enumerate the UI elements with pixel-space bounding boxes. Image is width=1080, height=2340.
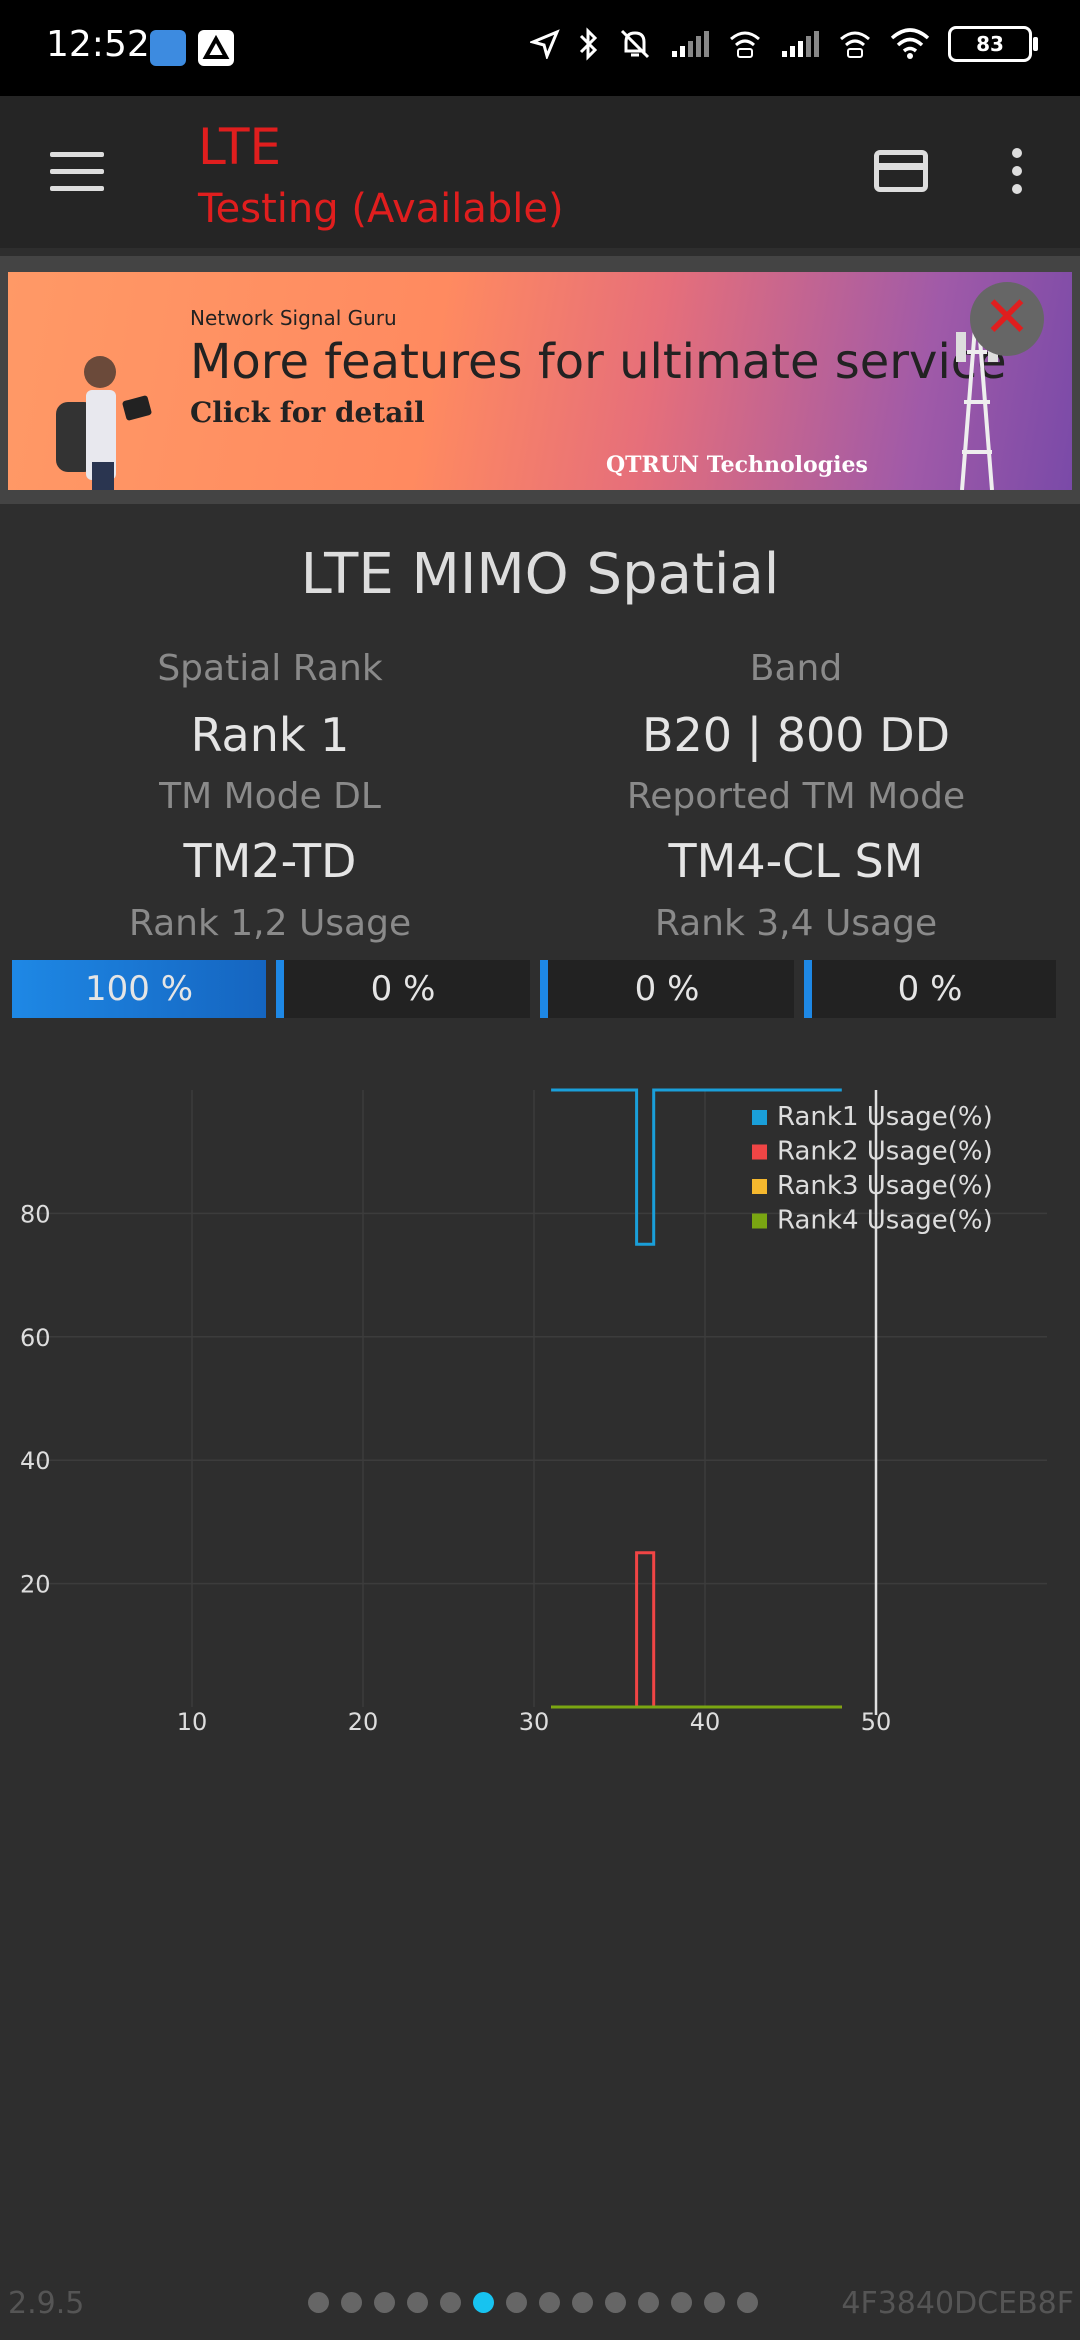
ad-headline: More features for ultimate service <box>190 334 1007 390</box>
y-tick-label: 80 <box>20 1200 51 1228</box>
tm-mode-dl-label: TM Mode DL <box>159 776 381 817</box>
reported-tm-label: Reported TM Mode <box>626 776 966 817</box>
app-version: 2.9.5 <box>8 2286 85 2321</box>
rank1-usage-fill <box>12 960 266 1018</box>
page-dot[interactable] <box>440 2292 461 2313</box>
close-ad-button[interactable]: ✕ <box>970 282 1044 356</box>
location-icon <box>530 29 560 59</box>
status-time: 12:52 <box>46 24 150 65</box>
rank34-usage-label: Rank 3,4 Usage <box>654 903 938 944</box>
status-bar: 12:52 83 <box>0 0 1080 96</box>
ad-banner[interactable]: Network Signal Guru More features for ul… <box>8 272 1072 490</box>
battery-indicator: 83 <box>948 26 1038 62</box>
rank4-usage-value: 0 % <box>897 969 963 1009</box>
page-dot[interactable] <box>539 2292 560 2313</box>
section-title: LTE MIMO Spatial <box>300 542 780 607</box>
chart-legend: Rank1 Usage(%) Rank2 Usage(%) Rank3 Usage(… <box>752 1102 993 1236</box>
person-tablet-image <box>56 356 152 490</box>
rank3-usage-value: 0 % <box>634 969 700 1009</box>
page-dot[interactable] <box>737 2292 758 2313</box>
app-title: LTE <box>198 118 282 176</box>
legend-swatch-3 <box>752 1179 767 1194</box>
legend-swatch-1 <box>752 1110 767 1125</box>
wifi-calling-icon-2 <box>840 31 870 58</box>
more-options-icon[interactable] <box>1012 148 1024 194</box>
x-tick-label: 30 <box>519 1708 550 1736</box>
rank4-usage-bar: 0 % <box>804 960 1056 1018</box>
app-bar: LTE Testing (Available) <box>0 96 1080 248</box>
status-icons: 83 <box>530 26 1038 62</box>
bluetooth-icon <box>579 27 598 61</box>
legend-label-3: Rank3 Usage(%) <box>777 1171 993 1201</box>
chart-series <box>551 1088 878 1715</box>
series-line-2 <box>551 1551 842 1709</box>
spatial-rank-value: Rank 1 <box>190 708 350 762</box>
card-icon[interactable] <box>874 150 928 192</box>
page-dot[interactable] <box>341 2292 362 2313</box>
app-launcher-icon <box>198 30 234 66</box>
hamburger-menu-icon[interactable] <box>50 152 104 192</box>
signal-app-icon <box>150 30 186 66</box>
signal-icon-2 <box>782 31 819 57</box>
rank2-usage-value: 0 % <box>370 969 436 1009</box>
ad-brand: Network Signal Guru <box>190 306 397 330</box>
band-value: B20 | 800 DD <box>641 708 951 762</box>
page-dot[interactable] <box>671 2292 692 2313</box>
page-dot[interactable] <box>704 2292 725 2313</box>
page-dot[interactable] <box>407 2292 428 2313</box>
x-tick-label: 20 <box>348 1708 379 1736</box>
legend-label-1: Rank1 Usage(%) <box>777 1102 993 1132</box>
mute-icon <box>620 29 650 59</box>
band-label: Band <box>749 648 843 689</box>
app-subtitle: Testing (Available) <box>198 186 564 232</box>
page-dot[interactable] <box>506 2292 527 2313</box>
reported-tm-value: TM4-CL SM <box>668 834 924 888</box>
ad-company: QTRUN Technologies <box>606 452 868 478</box>
y-tick-label: 40 <box>20 1447 51 1475</box>
page-dot[interactable] <box>572 2292 593 2313</box>
legend-label-2: Rank2 Usage(%) <box>777 1137 993 1167</box>
page-dot[interactable] <box>638 2292 659 2313</box>
y-tick-label: 20 <box>20 1571 51 1599</box>
series-line-1 <box>551 1088 842 1246</box>
rank2-usage-bar: 0 % <box>276 960 530 1018</box>
x-tick-label: 10 <box>177 1708 208 1736</box>
page-indicator[interactable] <box>308 2292 758 2313</box>
wifi-calling-icon-1 <box>730 31 760 58</box>
rank1-usage-bar: 100 % <box>12 960 266 1018</box>
rank1-usage-value: 100 % <box>84 969 193 1009</box>
page-dot[interactable] <box>473 2292 494 2313</box>
rank12-usage-label: Rank 1,2 Usage <box>128 903 412 944</box>
legend-swatch-2 <box>752 1144 767 1160</box>
page-dot[interactable] <box>308 2292 329 2313</box>
device-id: 4F3840DCEB8F <box>841 2286 1074 2321</box>
ad-cta: Click for detail <box>190 396 425 429</box>
x-tick-label: 40 <box>690 1708 721 1736</box>
legend-label-4: Rank4 Usage(%) <box>777 1206 993 1236</box>
spatial-rank-label: Spatial Rank <box>157 648 383 689</box>
page-dot[interactable] <box>374 2292 395 2313</box>
wifi-icon <box>890 28 930 59</box>
tm-mode-dl-value: TM2-TD <box>183 834 357 888</box>
rank3-usage-bar: 0 % <box>540 960 794 1018</box>
legend-swatch-4 <box>752 1213 767 1229</box>
page-dot[interactable] <box>605 2292 626 2313</box>
signal-icon-1 <box>672 31 709 57</box>
y-tick-label: 60 <box>20 1324 51 1352</box>
